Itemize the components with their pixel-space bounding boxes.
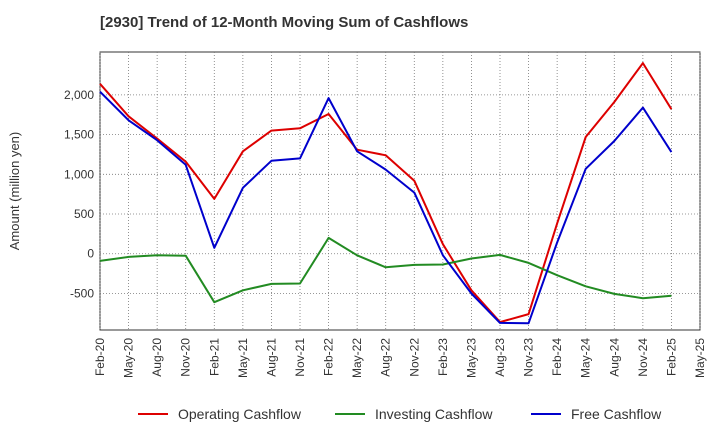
y-tick-label: 0 — [87, 247, 94, 261]
x-tick-label: Feb-20 — [93, 338, 107, 376]
y-tick-label: 2,000 — [64, 88, 94, 102]
x-tick-label: Aug-23 — [493, 338, 507, 377]
series-line-operating-cashflow — [99, 62, 673, 324]
x-tick-label: Nov-23 — [522, 338, 536, 377]
x-tick-label: Aug-21 — [264, 338, 278, 377]
x-tick-label: Feb-21 — [207, 338, 221, 376]
y-tick-label: 1,000 — [64, 167, 94, 181]
x-tick-label: Feb-22 — [322, 338, 336, 376]
x-tick-label: Aug-22 — [379, 338, 393, 377]
x-tick-label: Feb-24 — [550, 338, 564, 376]
x-tick-label: May-23 — [464, 338, 478, 378]
x-tick-label: Aug-20 — [150, 338, 164, 377]
legend-label: Free Cashflow — [571, 406, 662, 422]
x-tick-label: Aug-24 — [607, 338, 621, 377]
x-tick-label: Nov-21 — [293, 338, 307, 377]
y-tick-label: 1,500 — [64, 128, 94, 142]
x-tick-label: May-24 — [579, 338, 593, 378]
x-tick-label: May-22 — [350, 338, 364, 378]
legend-label: Operating Cashflow — [178, 406, 302, 422]
x-tick-label: Nov-20 — [179, 338, 193, 377]
series-line-free-cashflow — [99, 90, 673, 325]
x-tick-label: Nov-24 — [636, 338, 650, 377]
y-tick-label: 500 — [74, 207, 94, 221]
x-tick-label: May-20 — [122, 338, 136, 378]
legend-label: Investing Cashflow — [375, 406, 493, 422]
plot-area — [99, 51, 701, 331]
series-line-investing-cashflow — [99, 236, 672, 304]
y-axis-label: Amount (million yen) — [7, 132, 22, 251]
chart-title: [2930] Trend of 12-Month Moving Sum of C… — [100, 14, 469, 31]
x-tick-label: Feb-23 — [436, 338, 450, 376]
x-tick-label: May-25 — [693, 338, 707, 378]
y-tick-label: -500 — [70, 286, 94, 300]
x-tick-label: May-21 — [236, 338, 250, 378]
x-tick-label: Feb-25 — [664, 338, 678, 376]
x-tick-label: Nov-22 — [407, 338, 421, 377]
